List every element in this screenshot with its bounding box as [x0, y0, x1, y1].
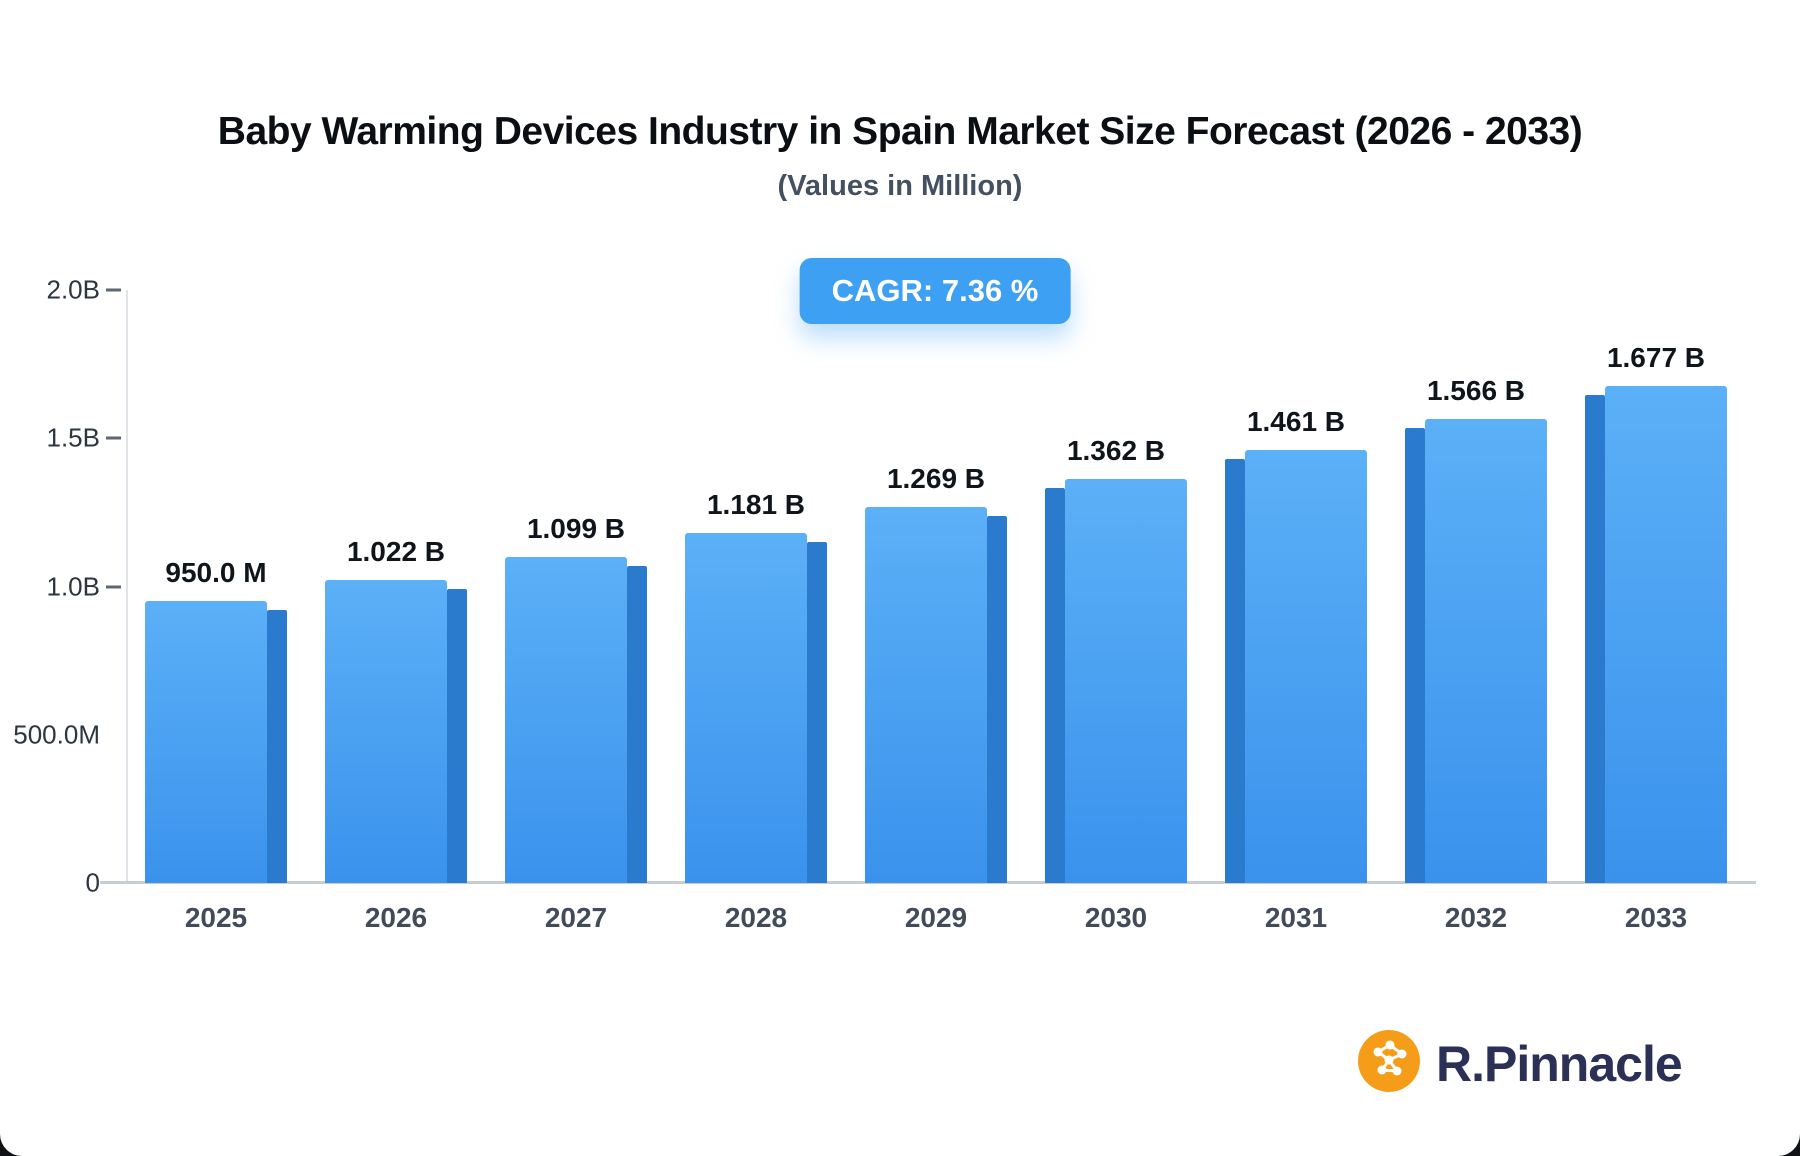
- bar-side-shade: [627, 566, 647, 883]
- y-axis-tick: [106, 585, 121, 588]
- x-axis-label-2025: 2025: [184, 902, 248, 933]
- x-axis-label-2030: 2030: [1084, 902, 1148, 933]
- bar-value-label-2028: 1.181 B: [706, 488, 806, 520]
- bar-2027: [505, 557, 647, 883]
- bar-side-shade: [1045, 488, 1065, 883]
- bar-slot-2033: 1.677 B: [1566, 290, 1746, 883]
- x-axis-label-2027: 2027: [544, 902, 608, 933]
- bar-face: [865, 506, 987, 883]
- bar-side-shade: [1585, 394, 1605, 883]
- bar-value-label-2029: 1.269 B: [886, 462, 986, 494]
- bar-slot-2029: 1.269 B: [846, 290, 1026, 883]
- x-axis-label-2031: 2031: [1264, 902, 1328, 933]
- y-axis-label-1.0B: 1.0B: [46, 571, 101, 601]
- y-axis-label-2.0B: 2.0B: [46, 274, 101, 305]
- bar-value-label-2032: 1.566 B: [1426, 374, 1526, 406]
- bar-face: [1425, 418, 1547, 883]
- bar-value-label-2031: 1.461 B: [1246, 405, 1346, 437]
- cagr-badge: CAGR: 7.36 %: [799, 258, 1071, 324]
- y-axis-tick: [106, 288, 121, 292]
- bar-side-shade: [1405, 427, 1425, 883]
- bar-slot-2025: 950.0 M: [126, 290, 306, 883]
- bar-face: [1245, 449, 1367, 883]
- bar-value-label-2025: 950.0 M: [165, 557, 267, 589]
- bar-face: [1605, 385, 1727, 883]
- brand-logo: R.Pinnacle: [1358, 1030, 1683, 1097]
- y-axis-label-500.0M: 500.0M: [13, 719, 100, 750]
- bar-2028: [685, 532, 827, 883]
- y-axis-line: [126, 290, 128, 883]
- bar-value-label-2027: 1.099 B: [526, 513, 626, 545]
- bar-slot-2027: 1.099 B: [486, 290, 666, 883]
- bar-slot-2032: 1.566 B: [1386, 290, 1566, 883]
- x-axis-label-2032: 2032: [1444, 902, 1508, 933]
- bar-side-shade: [267, 610, 287, 883]
- y-axis-label-0: 0: [85, 867, 100, 898]
- bar-side-shade: [1225, 458, 1245, 883]
- bar-2031: [1225, 449, 1367, 883]
- bar-value-label-2030: 1.362 B: [1066, 435, 1166, 467]
- bar-2029: [865, 506, 1007, 883]
- chart-title: Baby Warming Devices Industry in Spain M…: [217, 110, 1583, 153]
- bar-face: [325, 580, 447, 883]
- bar-face: [505, 557, 627, 883]
- bar-2032: [1405, 418, 1547, 883]
- bar-side-shade: [807, 541, 827, 883]
- chart-subtitle: (Values in Million): [777, 170, 1023, 202]
- x-axis-label-2028: 2028: [724, 902, 788, 933]
- bar-slot-2031: 1.461 B: [1206, 290, 1386, 883]
- network-molecule-icon: [1358, 1030, 1420, 1097]
- y-axis-tick: [106, 436, 121, 440]
- bar-face: [685, 532, 807, 883]
- bar-slot-2026: 1.022 B: [306, 290, 486, 883]
- bar-2030: [1045, 479, 1187, 883]
- bar-face: [145, 601, 267, 883]
- x-axis-label-2026: 2026: [364, 902, 428, 933]
- bar-face: [1065, 479, 1187, 883]
- x-axis-labels: 2025 2026 2027 2028 2029 2030 2031 2032 2033: [126, 902, 1746, 934]
- bar-side-shade: [447, 589, 467, 883]
- x-axis-label-2029: 2029: [904, 902, 968, 933]
- brand-name: R.Pinnacle: [1436, 1035, 1683, 1092]
- x-axis-label-2033: 2033: [1624, 902, 1688, 933]
- bar-2026: [325, 580, 467, 883]
- bar-side-shade: [987, 515, 1007, 883]
- bar-slot-2028: 1.181 B: [666, 290, 846, 883]
- y-axis-label-1.5B: 1.5B: [46, 422, 101, 453]
- bar-2033: [1585, 385, 1727, 883]
- bar-value-label-2033: 1.677 B: [1606, 341, 1706, 373]
- bar-slot-2030: 1.362 B: [1026, 290, 1206, 883]
- bar-2025: [145, 601, 287, 883]
- plot-area: 950.0 M 1.022 B 1.099 B 1.181 B 1.269 B 1.362…: [126, 290, 1746, 883]
- bar-value-label-2026: 1.022 B: [346, 536, 446, 567]
